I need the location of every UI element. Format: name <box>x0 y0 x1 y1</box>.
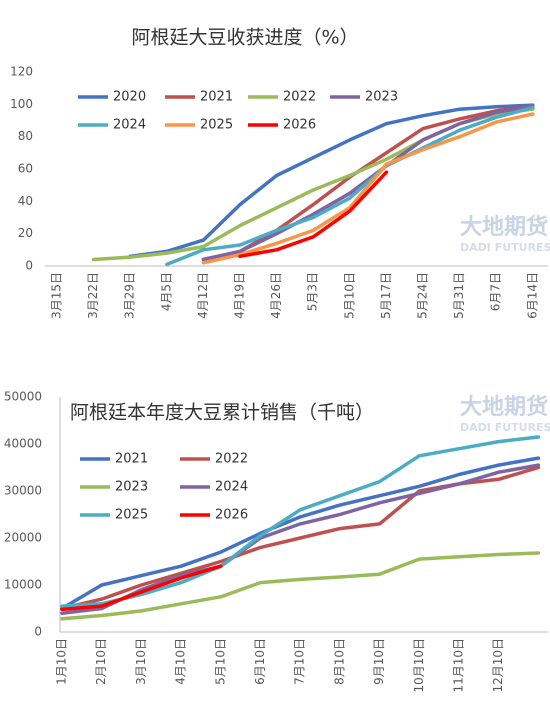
watermark: 大地期货 <box>460 394 548 420</box>
legend-label: 2022 <box>283 90 316 105</box>
legend-label: 2024 <box>215 480 248 495</box>
y-tick-label: 60 <box>18 162 33 176</box>
x-tick-label: 4月5日 <box>159 272 173 311</box>
y-tick-label: 40 <box>18 194 33 208</box>
legend-label: 2023 <box>115 480 148 495</box>
series-line <box>60 463 541 615</box>
chart-title: 阿根廷本年度大豆累计销售（千吨） <box>70 402 374 424</box>
x-tick-label: 3月10日 <box>134 638 148 685</box>
y-tick-label: 40000 <box>4 437 42 451</box>
x-tick-label: 5月17日 <box>379 272 393 319</box>
y-tick-label: 80 <box>18 129 33 143</box>
x-tick-label: 3月15日 <box>50 272 64 319</box>
series-line <box>201 112 535 265</box>
watermark: 大地期货 <box>460 214 548 240</box>
watermark: DADI FUTURES <box>460 241 550 254</box>
x-tick-label: 6月14日 <box>525 272 539 319</box>
series-line <box>165 105 535 267</box>
x-tick-label: 5月3日 <box>306 272 320 311</box>
x-tick-label: 8月10日 <box>332 638 346 685</box>
x-tick-label: 5月10日 <box>213 638 227 685</box>
series-line <box>238 170 389 259</box>
x-tick-label: 4月26日 <box>269 272 283 319</box>
x-tick-label: 5月31日 <box>452 272 466 319</box>
x-tick-label: 11月10日 <box>452 638 466 693</box>
legend-label: 2023 <box>365 90 398 105</box>
legend-label: 2021 <box>200 90 233 105</box>
legend-label: 2026 <box>283 118 316 133</box>
series-line <box>60 564 223 612</box>
legend-label: 2024 <box>113 118 146 133</box>
x-tick-label: 4月19日 <box>233 272 247 319</box>
legend-label: 2025 <box>115 508 148 523</box>
series-line <box>60 435 541 608</box>
y-tick-label: 30000 <box>4 484 42 498</box>
series-line <box>128 103 535 259</box>
x-tick-label: 5月24日 <box>416 272 430 319</box>
chart-title: 阿根廷大豆收获进度（%） <box>131 27 358 49</box>
y-tick-label: 20 <box>18 226 33 240</box>
legend-label: 2021 <box>115 452 148 467</box>
y-tick-label: 120 <box>10 65 33 79</box>
x-tick-label: 3月29日 <box>123 272 137 319</box>
y-tick-label: 10000 <box>4 578 42 592</box>
legend-label: 2022 <box>215 452 248 467</box>
x-tick-label: 1月10日 <box>55 638 69 685</box>
y-tick-label: 0 <box>25 259 33 273</box>
x-tick-label: 4月12日 <box>196 272 210 319</box>
series-line <box>201 104 535 262</box>
y-tick-label: 50000 <box>4 390 42 404</box>
x-tick-label: 2月10日 <box>94 638 108 685</box>
legend-label: 2025 <box>200 118 233 133</box>
x-tick-label: 5月10日 <box>342 272 356 319</box>
x-tick-label: 4月10日 <box>174 638 188 685</box>
legend-label: 2020 <box>113 90 146 105</box>
x-tick-label: 6月10日 <box>253 638 267 685</box>
x-tick-label: 6月7日 <box>489 272 503 311</box>
legend-label: 2026 <box>215 508 248 523</box>
series-line <box>60 456 541 611</box>
x-tick-label: 9月10日 <box>372 638 386 685</box>
x-tick-label: 12月10日 <box>491 638 505 693</box>
series-line <box>60 551 541 621</box>
y-tick-label: 0 <box>34 625 42 639</box>
y-tick-label: 100 <box>10 97 33 111</box>
watermark: DADI FUTURES <box>460 421 550 434</box>
x-tick-label: 3月22日 <box>86 272 100 319</box>
x-tick-label: 10月10日 <box>412 638 426 693</box>
y-tick-label: 20000 <box>4 531 42 545</box>
x-tick-label: 7月10日 <box>293 638 307 685</box>
